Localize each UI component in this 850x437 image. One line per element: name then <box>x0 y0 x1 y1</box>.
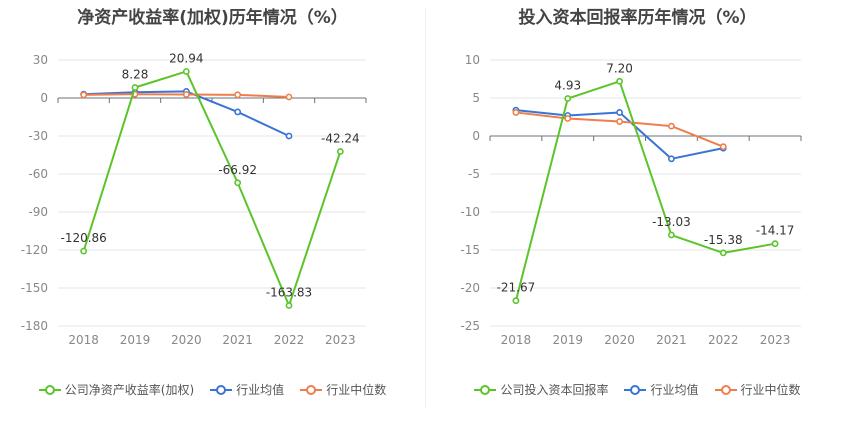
data-label: -15.38 <box>704 233 743 247</box>
legend-item-company-roic[interactable]: 公司投入资本回报率 <box>474 381 608 398</box>
data-point <box>182 91 190 98</box>
y-tick-label: 0 <box>472 129 480 143</box>
data-label: 20.94 <box>169 51 203 65</box>
legend-item-industry-median[interactable]: 行业中位数 <box>300 381 386 398</box>
roe-chart-panel: 净资产收益率(加权)历年情况（%） 30 0 -30 -60 -90 -120 -150 -1… <box>0 8 425 398</box>
data-point <box>182 68 190 75</box>
x-tick-label: 2018 <box>501 333 532 347</box>
y-tick-label: 5 <box>472 91 480 105</box>
legend-marker-icon <box>300 384 323 396</box>
series-line <box>514 80 776 301</box>
x-tick-label: 2023 <box>325 333 356 347</box>
y-tick-label: -25 <box>460 319 480 333</box>
data-label: -42.24 <box>321 132 360 146</box>
legend-item-industry-mean[interactable]: 行业均值 <box>210 381 284 398</box>
data-label: 7.20 <box>606 61 633 75</box>
chart-title: 投入资本回报率历年情况（%） <box>518 8 757 28</box>
x-tick-label: 2020 <box>171 333 202 347</box>
y-tick-label: -5 <box>468 167 480 181</box>
data-point <box>131 84 139 91</box>
roic-chart-panel: 投入资本回报率历年情况（%） 10 5 0 -5 -10 -15 -20 -25 2018 201… <box>425 0 850 437</box>
data-point <box>80 91 88 99</box>
y-tick-label: -90 <box>28 205 48 219</box>
legend-label: 行业均值 <box>236 383 285 397</box>
data-label: 4.93 <box>554 79 581 93</box>
data-point <box>616 109 623 116</box>
x-tick-label: 2018 <box>68 333 99 347</box>
data-point <box>719 249 727 257</box>
legend-label: 公司净资产收益率(加权) <box>64 383 195 397</box>
data-point <box>234 179 242 187</box>
y-tick-label: -30 <box>28 129 48 143</box>
data-point <box>668 155 675 163</box>
x-tick-label: 2021 <box>656 333 687 347</box>
data-point <box>234 91 242 99</box>
x-tick-label: 2023 <box>760 333 791 347</box>
y-tick-label: 0 <box>40 91 48 105</box>
panel-divider <box>425 8 426 408</box>
legend-marker-icon <box>474 384 497 396</box>
legend-marker-icon <box>210 384 233 396</box>
legend: 公司投入资本回报率 行业均值 行业中位数 <box>425 381 850 398</box>
data-point <box>512 109 520 116</box>
y-tick-label: -10 <box>460 205 480 219</box>
x-tick-label: 2022 <box>274 333 305 347</box>
data-point <box>336 148 344 155</box>
legend-marker-icon <box>38 384 61 396</box>
legend-item-industry-mean[interactable]: 行业均值 <box>624 381 699 398</box>
y-tick-label: -60 <box>28 167 48 181</box>
data-label: -21.67 <box>497 281 536 295</box>
data-label: -120.86 <box>61 231 107 245</box>
x-tick-label: 2019 <box>552 333 583 347</box>
data-label: -66.92 <box>218 163 257 177</box>
data-point <box>564 95 572 102</box>
x-tick-label: 2019 <box>120 333 151 347</box>
data-point <box>80 247 88 255</box>
roe-line-chart: 30 0 -30 -60 -90 -120 -150 -180 2018 2019 2020 2021… <box>21 51 367 347</box>
data-label: 8.28 <box>122 68 149 82</box>
y-tick-label: -20 <box>460 281 480 295</box>
data-point <box>668 231 675 239</box>
x-tick-label: 2021 <box>222 333 253 347</box>
chart-title: 净资产收益率(加权)历年情况（%） <box>77 8 348 28</box>
legend-label: 公司投入资本回报率 <box>500 383 609 397</box>
data-point <box>771 240 779 248</box>
y-tick-label: 10 <box>465 53 480 67</box>
legend-item-industry-median[interactable]: 行业中位数 <box>714 381 801 398</box>
data-point <box>564 115 572 122</box>
legend-marker-icon <box>624 384 647 396</box>
data-label: -14.17 <box>756 224 795 238</box>
y-tick-label: -150 <box>21 281 48 295</box>
data-point <box>616 118 623 125</box>
data-point <box>616 77 623 85</box>
x-tick-label: 2022 <box>708 333 739 347</box>
legend-label: 行业均值 <box>650 383 699 397</box>
roic-line-chart: 10 5 0 -5 -10 -15 -20 -25 2018 2019 2020 2021 2022 20… <box>460 53 802 347</box>
y-tick-label: -15 <box>460 243 480 257</box>
data-label: -13.03 <box>652 215 691 229</box>
series-line <box>515 111 724 148</box>
legend-item-company-roe[interactable]: 公司净资产收益率(加权) <box>38 381 195 398</box>
legend-label: 行业中位数 <box>326 383 387 397</box>
data-point <box>285 302 293 309</box>
data-point <box>285 132 293 140</box>
data-point <box>668 122 675 130</box>
x-tick-label: 2020 <box>604 333 635 347</box>
y-tick-label: -120 <box>21 243 48 257</box>
legend-label: 行业中位数 <box>740 383 801 397</box>
series-line <box>82 70 342 307</box>
data-point <box>719 143 727 151</box>
legend-marker-icon <box>714 384 737 396</box>
legend: 公司净资产收益率(加权) 行业均值 行业中位数 <box>0 381 425 398</box>
data-point <box>234 108 242 116</box>
data-point <box>285 93 293 101</box>
data-label: -163.83 <box>266 286 312 300</box>
y-tick-label: -180 <box>21 319 48 333</box>
data-point <box>512 297 520 305</box>
y-tick-label: 30 <box>33 53 48 67</box>
